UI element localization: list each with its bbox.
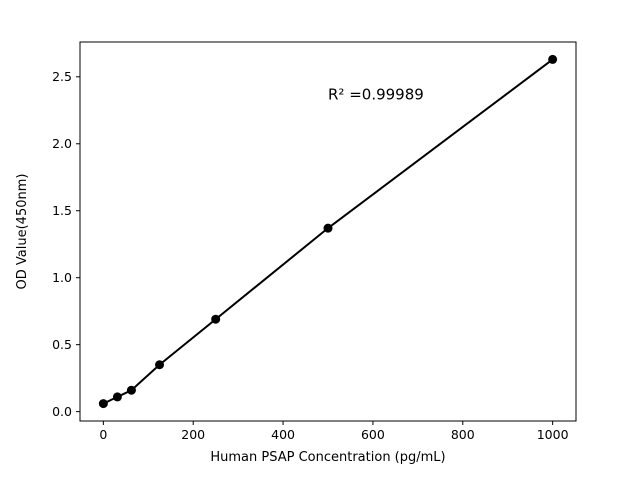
data-point: [323, 223, 333, 233]
y-tick-label: 1.5: [52, 203, 72, 218]
r-squared-annotation: R² =0.99989: [328, 86, 424, 104]
x-tick-label: 400: [271, 427, 295, 442]
x-tick-label: 1000: [537, 427, 569, 442]
data-point: [126, 385, 136, 395]
y-tick-label: 0.5: [52, 337, 72, 352]
data-point: [211, 314, 221, 324]
x-tick-label: 800: [451, 427, 475, 442]
x-tick-label: 200: [181, 427, 205, 442]
y-tick-label: 0.0: [52, 404, 72, 419]
y-tick-label: 1.0: [52, 270, 72, 285]
y-tick-label: 2.5: [52, 69, 72, 84]
data-point: [155, 360, 165, 370]
y-axis-label: OD Value(450nm): [15, 174, 30, 290]
x-tick-label: 0: [99, 427, 107, 442]
data-point: [98, 399, 108, 409]
x-axis-label: Human PSAP Concentration (pg/mL): [210, 450, 445, 465]
x-tick-label: 600: [361, 427, 385, 442]
y-tick-label: 2.0: [52, 136, 72, 151]
data-point: [548, 54, 558, 64]
data-point: [112, 392, 122, 402]
